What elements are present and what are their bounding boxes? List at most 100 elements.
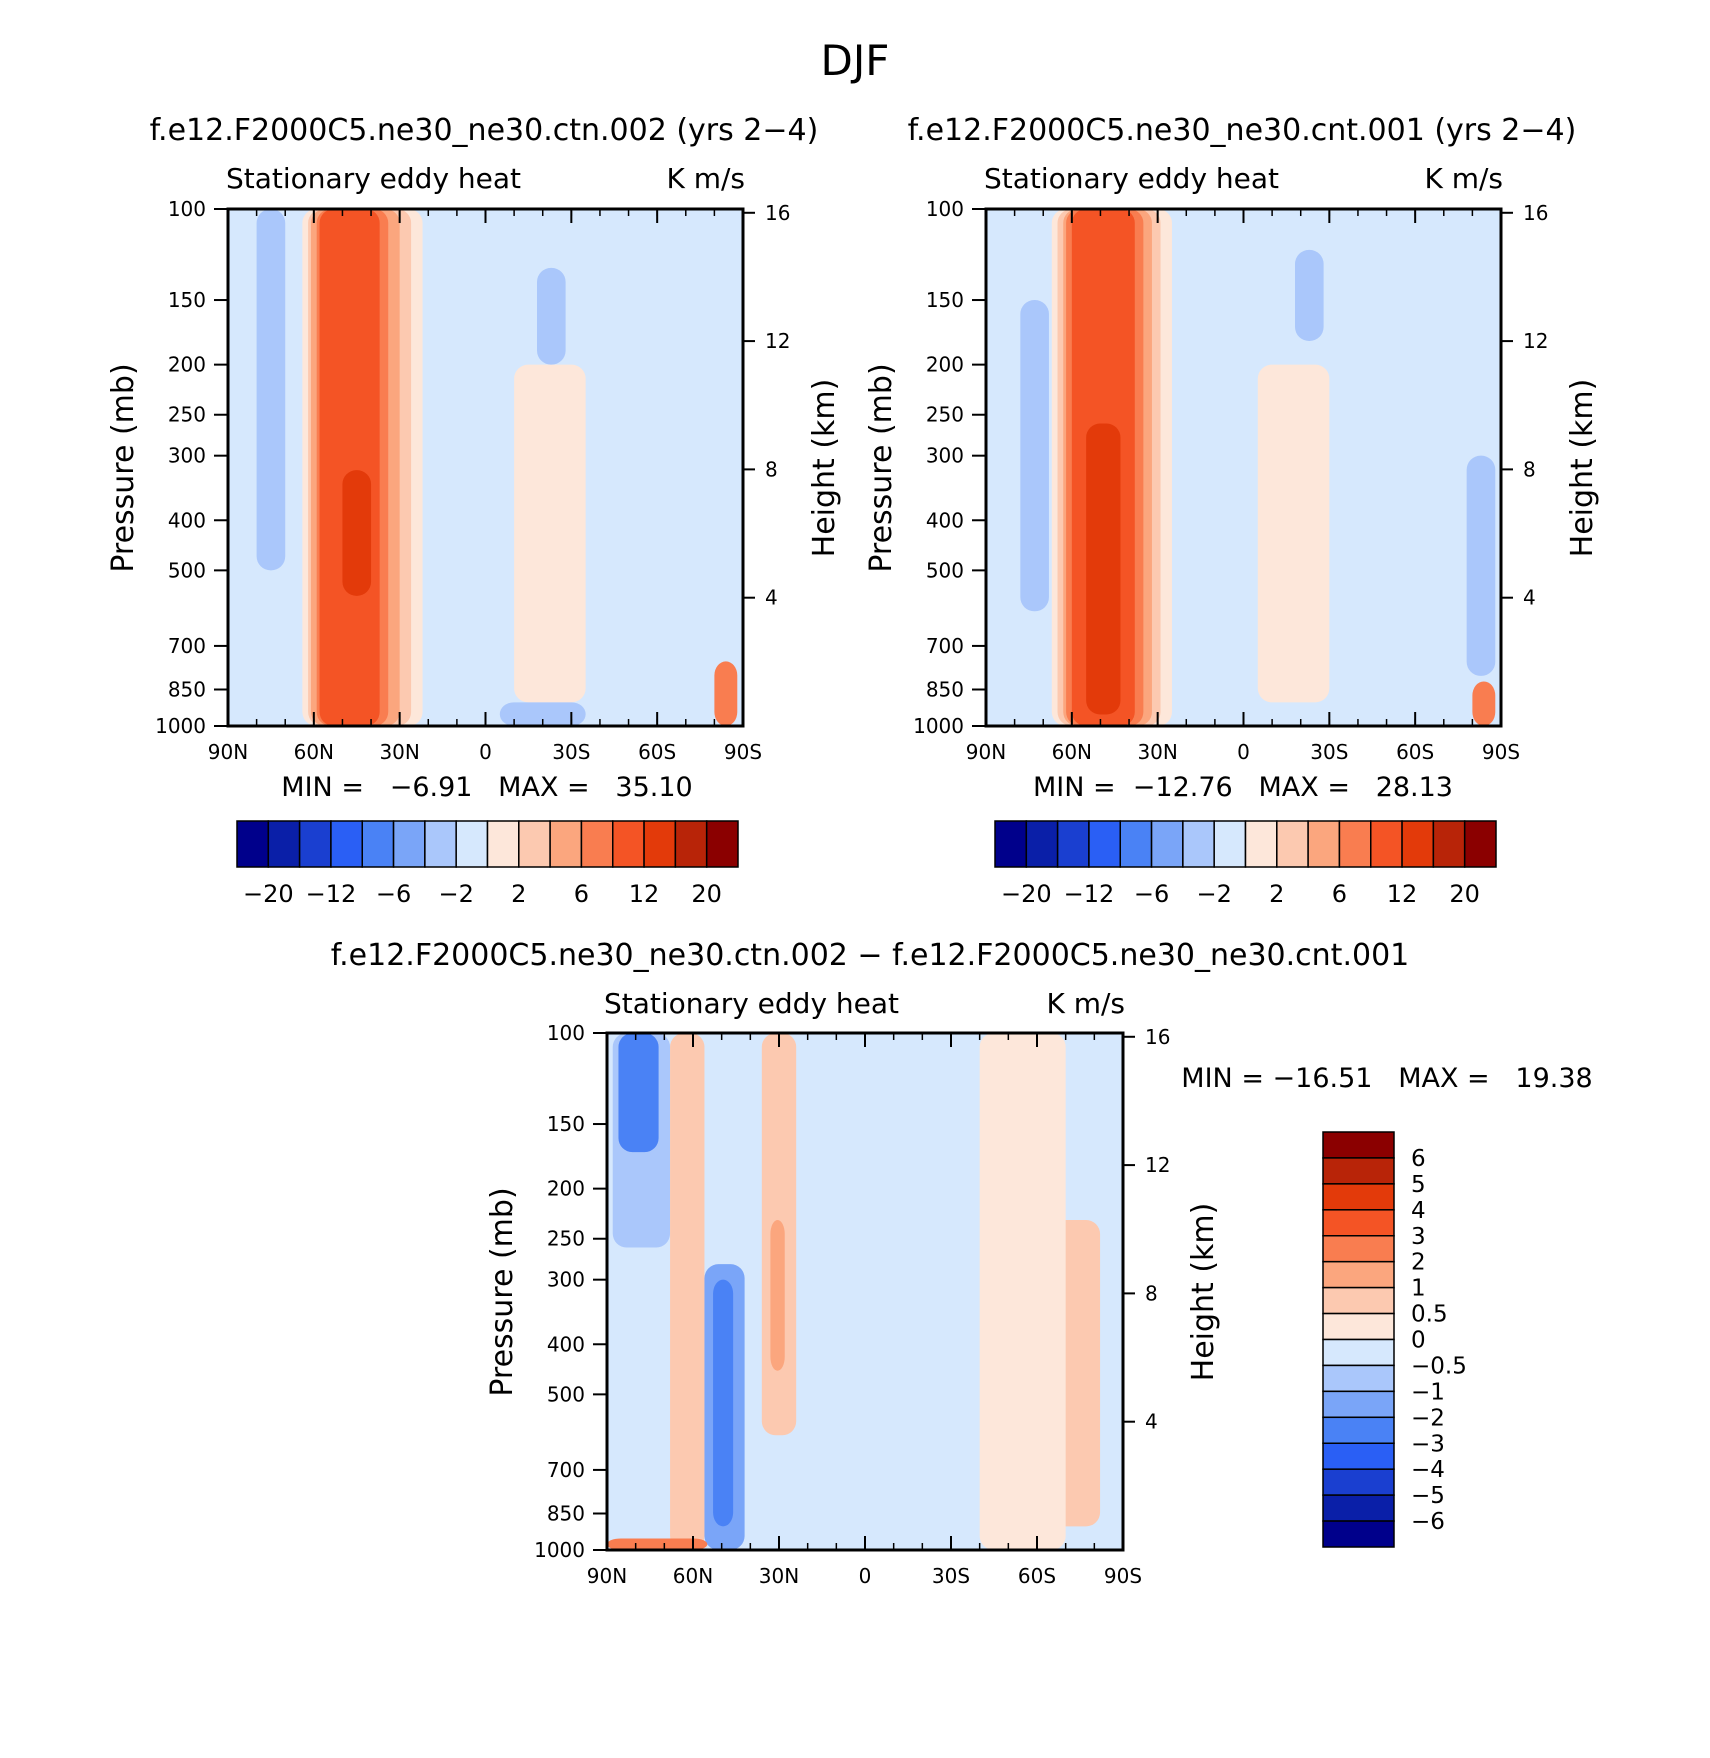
colorbar-label: 5: [1411, 1172, 1426, 1198]
left-label: Stationary eddy heat: [226, 162, 521, 195]
units-label: K m/s: [1424, 162, 1503, 195]
colorbar-label: 2: [511, 880, 526, 908]
colorbar-label: −0.5: [1411, 1353, 1467, 1379]
colorbar-box: [1307, 820, 1341, 868]
contour-pos-sh: [514, 364, 586, 703]
colorbar-label: 6: [1411, 1146, 1426, 1172]
colorbar-label: −2: [1196, 880, 1231, 908]
colorbar-box: [1056, 820, 1090, 868]
colorbar-label: −4: [1411, 1457, 1445, 1483]
colorbar-box: [1322, 1442, 1395, 1470]
contour-pos-sh: [1257, 364, 1330, 703]
colorbar-label: −1: [1411, 1379, 1445, 1405]
y-axis-label: Pressure (mb): [485, 1187, 520, 1396]
colorbar-label: −6: [1411, 1509, 1445, 1535]
x-tick-label: 90S: [1104, 1564, 1142, 1588]
colorbar-label: 12: [629, 880, 660, 908]
y-tick-label: 850: [547, 1502, 585, 1526]
colorbar-box: [1338, 820, 1372, 868]
contour-neg-2: [1020, 300, 1049, 612]
contour-pos-1: [670, 1033, 705, 1550]
x-axis: 90N 60N 30N 0 30S 60S 90S: [587, 1033, 1142, 1588]
min-max-text: MIN = −12.76 MAX = 28.13: [1033, 772, 1453, 803]
colorbar-label: 12: [1387, 880, 1418, 908]
contour-8-12: [319, 209, 380, 726]
contour-pos-3: [770, 1220, 785, 1371]
panel-title: f.e12.F2000C5.ne30_ne30.ctn.002 (yrs 2−4…: [150, 113, 819, 148]
height-tick-label: 4: [1523, 586, 1536, 610]
x-tick-label: 30N: [379, 740, 419, 764]
x-tick-label: 30N: [1137, 740, 1177, 764]
units-label: K m/s: [1046, 987, 1125, 1020]
y-tick-label: 150: [547, 1112, 585, 1136]
y-tick-label: 100: [168, 197, 206, 221]
colorbar-box: [1088, 820, 1121, 868]
height-tick-label: 12: [1523, 329, 1548, 353]
page-title: DJF: [821, 36, 890, 85]
colorbar-box: [267, 820, 301, 868]
y-tick-label: 300: [168, 444, 206, 468]
colorbar-box: [1322, 1131, 1395, 1159]
colorbar-label: 20: [691, 880, 722, 908]
y-axis: 100 150 200 250 300 400 500 700 850 1000: [534, 1021, 607, 1562]
colorbar-label: 6: [1332, 880, 1347, 908]
height-axis: 4 8 12 16: [1123, 1025, 1170, 1434]
colorbar-label: −5: [1411, 1483, 1445, 1509]
y-tick-label: 400: [926, 508, 964, 532]
colorbar-box: [392, 820, 426, 868]
colorbar-label: 3: [1411, 1224, 1426, 1250]
units-label: K m/s: [666, 162, 745, 195]
y-tick-label: 100: [926, 197, 964, 221]
height-axis-label: Height (km): [1186, 1203, 1221, 1382]
y-axis-label: Pressure (mb): [864, 363, 899, 572]
colorbar-label: −20: [1001, 880, 1052, 908]
left-label: Stationary eddy heat: [604, 987, 899, 1020]
y-tick-label: 850: [926, 678, 964, 702]
colorbar-label: 6: [574, 880, 589, 908]
y-tick-label: 500: [168, 558, 206, 582]
y-tick-label: 400: [547, 1332, 585, 1356]
x-tick-label: 0: [859, 1564, 872, 1588]
panel-cnt: f.e12.F2000C5.ne30_ne30.cnt.001 (yrs 2−4…: [864, 113, 1600, 908]
x-tick-label: 90N: [587, 1564, 627, 1588]
colorbar-box: [674, 820, 708, 868]
colorbar-box: [1276, 820, 1309, 868]
colorbar-box: [1322, 1520, 1395, 1548]
x-axis: 90N 60N 30N 0 30S 60S 90S: [966, 209, 1520, 764]
colorbar-label: −3: [1411, 1431, 1445, 1457]
colorbar-box: [1322, 1494, 1395, 1522]
height-tick-label: 16: [1523, 201, 1548, 225]
x-tick-label: 90N: [966, 740, 1006, 764]
colorbar-label: 1: [1411, 1276, 1426, 1302]
colorbar-label: 0.5: [1411, 1302, 1448, 1328]
colorbar-box: [1322, 1235, 1395, 1263]
colorbar-box: [518, 820, 551, 868]
height-axis-label: Height (km): [1565, 379, 1600, 558]
panel-title: f.e12.F2000C5.ne30_ne30.cnt.001 (yrs 2−4…: [908, 113, 1577, 148]
colorbar-box: [1322, 1260, 1395, 1289]
y-axis: 100 150 200 250 300 400 500 700 850 1000: [913, 197, 986, 738]
colorbar-label: −12: [1064, 880, 1115, 908]
height-tick-label: 16: [765, 201, 790, 225]
colorbar-box: [236, 820, 270, 868]
colorbar-box: [612, 820, 645, 868]
x-tick-label: 90S: [724, 740, 762, 764]
y-axis-label: Pressure (mb): [106, 363, 141, 572]
colorbar-label: −6: [1134, 880, 1169, 908]
colorbar-box: [1322, 1157, 1395, 1185]
colorbar-box: [1322, 1312, 1395, 1341]
colorbar-box: [549, 820, 583, 868]
colorbar-label: 4: [1411, 1198, 1426, 1224]
plot-field: [986, 209, 1501, 726]
y-tick-label: 300: [926, 444, 964, 468]
height-tick-label: 12: [765, 329, 790, 353]
colorbar-box: [1213, 820, 1247, 868]
height-axis-label: Height (km): [807, 379, 842, 558]
colorbar-box: [1244, 820, 1278, 868]
colorbar-box: [705, 820, 739, 868]
colorbar: −20 −12 −6 −2 2 6 12 20: [236, 820, 739, 908]
x-tick-label: 30S: [1310, 740, 1348, 764]
colorbar-label: 0: [1411, 1328, 1426, 1354]
x-tick-label: 60N: [294, 740, 334, 764]
